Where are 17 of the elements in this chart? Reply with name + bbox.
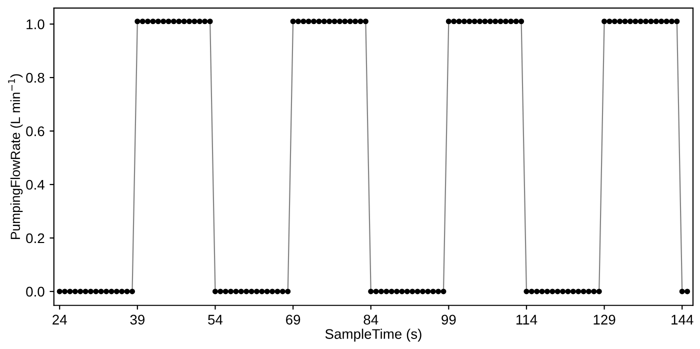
y-axis-title: PumpingFlowRate (L min$^{−1}$) (8, 74, 23, 239)
x-tick-label: 69 (286, 314, 300, 325)
y-tick-label: 0.8 (26, 72, 44, 83)
x-tick-label: 114 (516, 314, 538, 324)
x-tick-label: 129 (594, 314, 616, 325)
y-tick-label: 0.0 (26, 286, 44, 297)
x-tick-label: 99 (442, 314, 456, 325)
y-tick-label: 0.6 (26, 126, 44, 136)
x-tick-label: 39 (130, 314, 144, 325)
y-tick-label: 0.2 (26, 233, 44, 244)
x-tick-label: 24 (52, 314, 67, 324)
x-tick-label: 144 (672, 314, 694, 324)
x-axis-title: SampleTime (s) (325, 328, 422, 342)
y-tick-label: 0.4 (26, 180, 44, 190)
y-tick-label: 1.0 (26, 19, 44, 30)
x-tick-label: 84 (364, 314, 378, 325)
x-tick-label: 54 (208, 314, 223, 325)
